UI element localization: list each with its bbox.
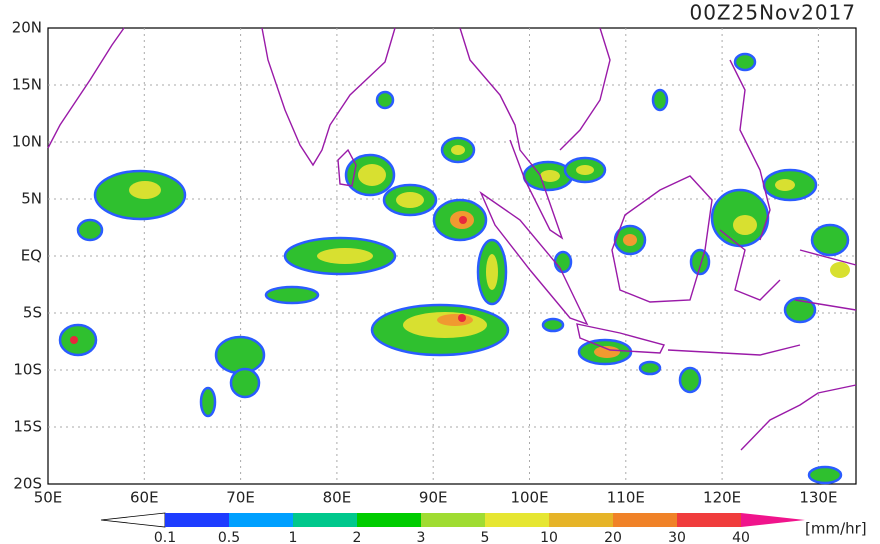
colorbar-label: 3: [417, 530, 426, 544]
colorbar-segment: [357, 513, 421, 527]
colorbar-label: 1: [289, 530, 298, 544]
lon-label: 70E: [226, 489, 255, 507]
lat-label: 10S: [13, 361, 42, 379]
colorbar-segment: [293, 513, 357, 527]
lon-label: 50E: [34, 489, 63, 507]
lat-label: 20N: [12, 19, 42, 37]
colorbar-arrow-low: [100, 512, 166, 528]
latitude-labels: 20N 15N 10N 5N EQ 5S 10S 15S 20S: [12, 19, 42, 493]
lon-label: 100E: [510, 489, 548, 507]
colorbar-label: 20: [604, 530, 622, 544]
lon-label: 60E: [130, 489, 159, 507]
colorbar-label: 5: [481, 530, 490, 544]
lon-label: 120E: [703, 489, 741, 507]
colorbar-label: 0.1: [154, 530, 176, 544]
colorbar-label: 30: [668, 530, 686, 544]
colorbar-arrow-high: [741, 513, 805, 527]
lon-label: 80E: [323, 489, 352, 507]
colorbar-segment: [229, 513, 293, 527]
lon-label: 90E: [419, 489, 448, 507]
colorbar-segment: [421, 513, 485, 527]
coastlines: [47, 27, 857, 451]
lon-label: 110E: [607, 489, 645, 507]
lat-label: 5N: [21, 190, 42, 208]
lat-label: EQ: [21, 247, 42, 265]
colorbar-segment: [485, 513, 549, 527]
map-title: 00Z25Nov2017: [689, 1, 856, 25]
lat-label: 15S: [13, 418, 42, 436]
colorbar-segment: [613, 513, 677, 527]
colorbar-unit: [mm/hr]: [805, 520, 867, 538]
lon-label: 130E: [799, 489, 837, 507]
colorbar-segment: [677, 513, 741, 527]
colorbar-label: 40: [732, 530, 750, 544]
colorbar-label: 10: [540, 530, 558, 544]
lat-label: 20S: [13, 475, 42, 493]
lat-label: 5S: [23, 304, 42, 322]
colorbar: 0.1 0.5 1 2 3 5 10 20 30 40: [100, 512, 805, 544]
colorbar-label: 2: [353, 530, 362, 544]
lat-label: 15N: [12, 76, 42, 94]
colorbar-segment: [165, 513, 229, 527]
lat-label: 10N: [12, 133, 42, 151]
colorbar-segment: [549, 513, 613, 527]
colorbar-label: 0.5: [218, 530, 240, 544]
longitude-labels: 50E 60E 70E 80E 90E 100E 110E 120E 130E: [34, 489, 838, 507]
